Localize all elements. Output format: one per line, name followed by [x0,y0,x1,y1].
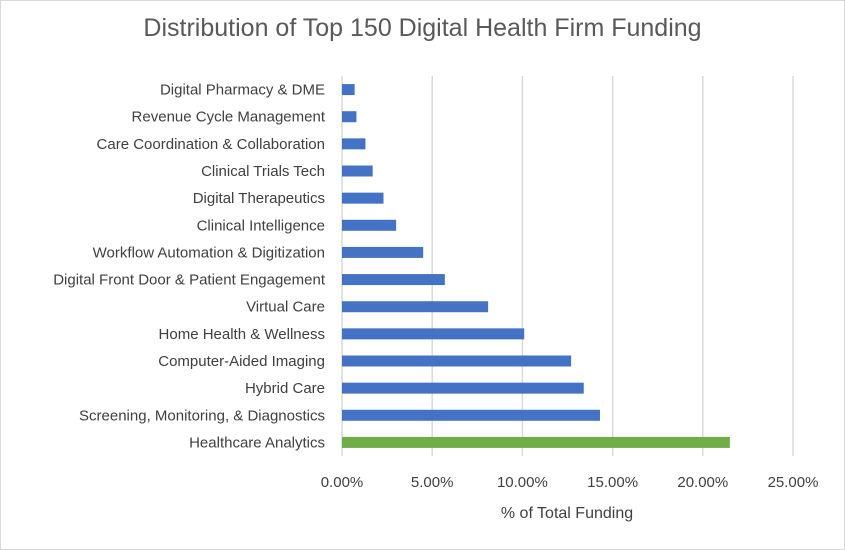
bar [342,111,357,123]
bar [342,382,584,394]
x-tick-labels: 0.00% 5.00% 10.00% 15.00% 20.00% 25.00% [321,474,819,491]
category-label: Healthcare Analytics [189,434,325,451]
category-label: Workflow Automation & Digitization [93,244,325,261]
bar [342,165,373,177]
bars [342,84,730,448]
bar [342,192,384,204]
bar [342,84,355,96]
category-label: Home Health & Wellness [159,326,325,343]
bar [342,274,445,286]
category-label: Digital Therapeutics [193,190,325,207]
x-tick-label: 25.00% [768,474,819,491]
bar [342,355,572,367]
category-label: Digital Pharmacy & DME [160,82,325,99]
category-label: Hybrid Care [245,380,325,397]
category-label: Care Coordination & Collaboration [97,136,325,153]
x-tick-label: 0.00% [321,474,364,491]
category-label: Clinical Intelligence [197,217,325,234]
x-tick-label: 5.00% [411,474,454,491]
bar [342,328,525,340]
category-labels: Digital Pharmacy & DME Revenue Cycle Mana… [53,82,326,452]
bar [342,301,489,313]
category-label: Clinical Trials Tech [201,163,325,180]
bar [342,246,424,258]
category-label: Virtual Care [246,299,325,316]
bar [342,436,730,448]
category-label: Computer-Aided Imaging [158,353,325,370]
gridlines [341,76,794,456]
chart-title: Distribution of Top 150 Digital Health F… [143,14,702,42]
bar [342,219,397,231]
category-label: Revenue Cycle Management [132,109,326,126]
category-label: Screening, Monitoring, & Diagnostics [79,407,325,424]
bar [342,138,366,150]
x-tick-label: 20.00% [677,474,728,491]
category-label: Digital Front Door & Patient Engagement [53,272,326,289]
bar [342,409,600,421]
x-axis-title: % of Total Funding [501,505,633,522]
x-tick-label: 10.00% [497,474,548,491]
x-tick-label: 15.00% [587,474,638,491]
